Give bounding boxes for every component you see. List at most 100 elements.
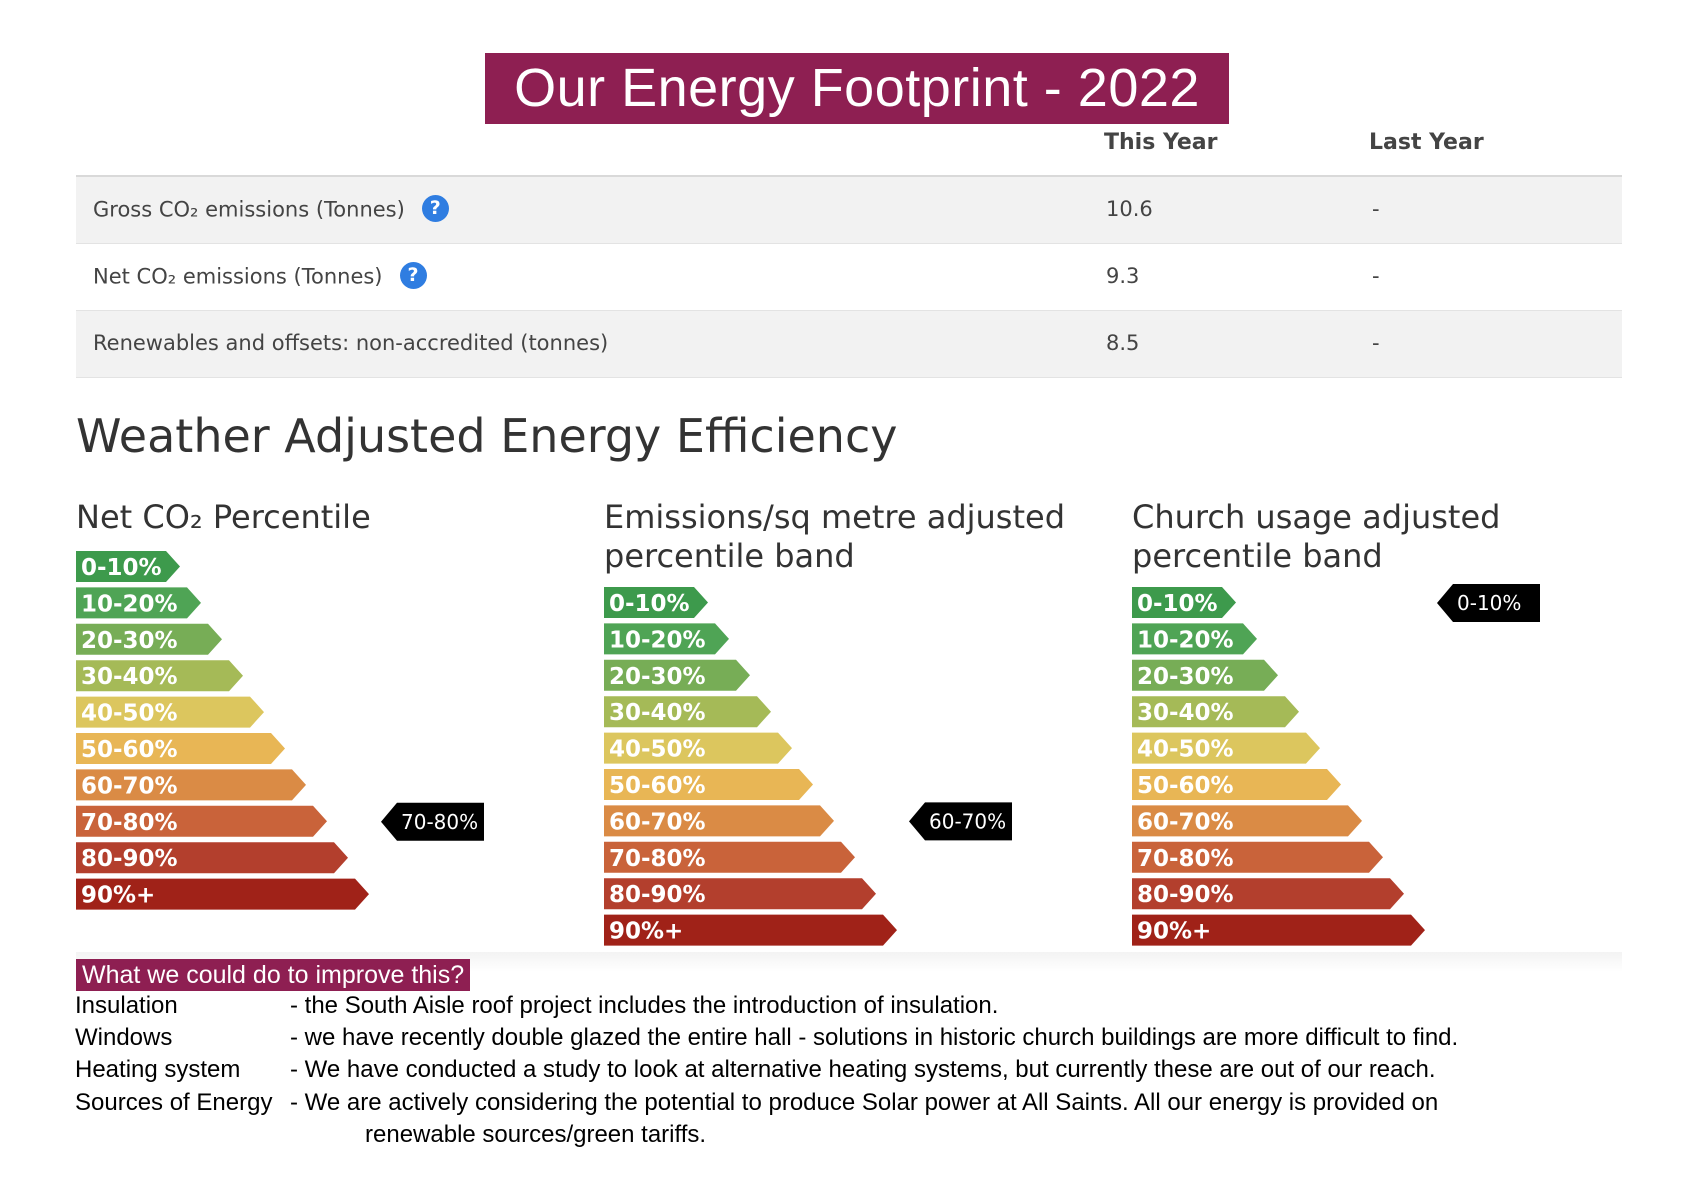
table-row: Renewables and offsets: non-accredited (…	[76, 311, 1622, 378]
band-chart: 0-10% 10-20% 20-30% 30-40% 40-50% 50-60% 60-70…	[76, 551, 484, 910]
last-year-value: -	[1372, 331, 1380, 355]
band-arrow	[1132, 732, 1320, 764]
band-label: 10-20%	[1137, 627, 1234, 653]
band-arrow	[604, 587, 708, 618]
band-label: 20-30%	[609, 664, 706, 690]
band-arrow	[76, 551, 180, 582]
net-co2-percentile-panel: Net CO₂ Percentile 0-10% 10-20% 20-30% 30-4…	[76, 498, 596, 910]
band-arrow	[1132, 878, 1404, 910]
band-arrow	[76, 733, 285, 764]
improvement-text: - We are actively considering the potent…	[290, 1089, 1439, 1116]
column-header-this-year: This Year	[1104, 130, 1218, 155]
band-label: 40-50%	[609, 737, 706, 763]
band-label: 70-80%	[1137, 846, 1234, 872]
table-row: Gross CO₂ emissions (Tonnes)? 10.6 -	[76, 177, 1622, 244]
band-label: 80-90%	[1137, 882, 1234, 908]
emissions-sq-metre-panel: Emissions/sq metre adjusted percentile b…	[604, 498, 1124, 946]
band-arrow	[76, 587, 201, 619]
band-label: 90%+	[1137, 919, 1211, 945]
band-label: 80-90%	[81, 846, 178, 872]
band-arrow	[76, 842, 348, 874]
band-label: 70-80%	[609, 846, 706, 872]
band-label: 0-10%	[609, 591, 690, 617]
selected-band-marker	[909, 802, 1012, 841]
selected-band-marker	[381, 802, 484, 841]
question-icon[interactable]: ?	[399, 262, 427, 289]
band-arrow	[76, 805, 327, 837]
question-icon[interactable]: ?	[421, 195, 449, 222]
band-arrow	[1132, 623, 1257, 655]
panel-title: Net CO₂ Percentile	[76, 498, 371, 536]
band-arrow	[1132, 659, 1278, 691]
column-header-last-year: Last Year	[1369, 130, 1484, 155]
this-year-value: 10.6	[1106, 197, 1153, 221]
band-label: 30-40%	[609, 700, 706, 726]
band-label: 30-40%	[1137, 700, 1234, 726]
improvement-text: - the South Aisle roof project includes …	[290, 992, 999, 1019]
band-label: 50-60%	[81, 737, 178, 763]
selected-band-label: 60-70%	[929, 809, 1006, 833]
improvement-text: - We have conducted a study to look at a…	[290, 1056, 1436, 1083]
band-label: 70-80%	[81, 810, 178, 836]
band-arrow	[604, 914, 897, 946]
band-label: 90%+	[609, 919, 683, 945]
improvement-key: Sources of Energy	[75, 1089, 273, 1116]
band-label: 60-70%	[1137, 809, 1234, 835]
band-arrow	[1132, 914, 1425, 946]
band-arrow	[76, 660, 243, 692]
band-arrow	[604, 732, 792, 764]
row-label: Renewables and offsets: non-accredited (…	[93, 331, 609, 355]
band-label: 10-20%	[81, 591, 178, 617]
band-arrow	[76, 696, 264, 728]
band-arrow	[1132, 769, 1341, 800]
church-usage-panel: Church usage adjusted percentile band 0-…	[1132, 498, 1652, 946]
band-arrow	[1132, 696, 1299, 728]
band-arrow	[1132, 805, 1362, 837]
band-label: 80-90%	[609, 882, 706, 908]
band-label: 60-70%	[609, 809, 706, 835]
improvement-text: - we have recently double glazed the ent…	[290, 1024, 1459, 1051]
band-arrow	[604, 878, 876, 910]
band-arrow	[604, 805, 834, 837]
improvement-continuation: renewable sources/green tariffs.	[365, 1121, 707, 1148]
this-year-value: 8.5	[1106, 331, 1140, 355]
section-title: Weather Adjusted Energy Efficiency	[76, 409, 898, 463]
band-arrow	[604, 841, 855, 873]
band-arrow	[1132, 587, 1236, 618]
band-arrow	[76, 769, 306, 801]
last-year-value: -	[1372, 264, 1380, 288]
table-row: Net CO₂ emissions (Tonnes)? 9.3 -	[76, 244, 1622, 311]
band-label: 20-30%	[1137, 664, 1234, 690]
band-label: 0-10%	[1137, 591, 1218, 617]
band-label: 60-70%	[81, 773, 178, 799]
band-label: 30-40%	[81, 664, 178, 690]
selected-band-label: 70-80%	[401, 810, 478, 834]
band-arrow	[1132, 841, 1383, 873]
band-label: 20-30%	[81, 628, 178, 654]
band-label: 0-10%	[81, 555, 162, 581]
improvement-key: Heating system	[75, 1056, 241, 1083]
row-label: Gross CO₂ emissions (Tonnes)?	[93, 195, 449, 224]
last-year-value: -	[1372, 197, 1380, 221]
band-label: 50-60%	[609, 773, 706, 799]
band-arrow	[76, 878, 369, 910]
band-arrow	[76, 623, 222, 655]
improvement-key: Windows	[75, 1024, 173, 1051]
band-arrow	[604, 769, 813, 800]
panel-title: Church usage adjusted percentile band	[1132, 498, 1501, 575]
band-chart: 0-10% 10-20% 20-30% 30-40% 40-50% 50-60% 60-70…	[604, 587, 1012, 946]
selected-band-label: 0-10%	[1457, 591, 1521, 615]
improvement-key: Insulation	[75, 992, 178, 1019]
page-title: Our Energy Footprint - 2022	[485, 53, 1229, 124]
band-arrow	[604, 696, 771, 728]
selected-band-marker	[1437, 584, 1540, 622]
band-label: 10-20%	[609, 627, 706, 653]
band-label: 90%+	[81, 883, 155, 909]
improve-heading: What we could do to improve this?	[76, 959, 471, 991]
panel-title: Emissions/sq metre adjusted percentile b…	[604, 498, 1066, 575]
band-label: 50-60%	[1137, 773, 1234, 799]
band-label: 40-50%	[1137, 737, 1234, 763]
band-label: 40-50%	[81, 701, 178, 727]
row-label: Net CO₂ emissions (Tonnes)?	[93, 262, 427, 291]
emissions-table: Gross CO₂ emissions (Tonnes)? 10.6 - Net…	[76, 175, 1622, 378]
